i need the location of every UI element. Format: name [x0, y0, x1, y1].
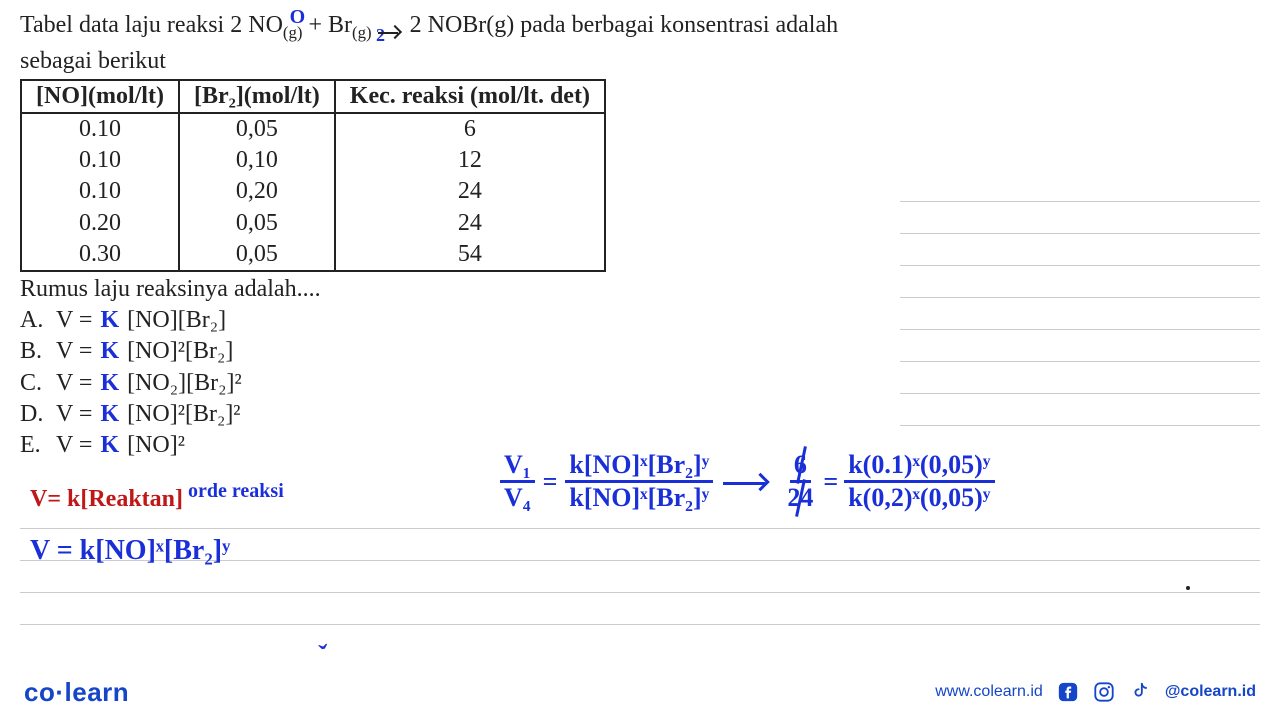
table-header-row: [NO](mol/lt) [Br₂](mol/lt) Kec. reaksi (… [21, 80, 605, 113]
handwrite-blue-formula: V = k[NO]ˣ[Br₂]ʸ [30, 535, 230, 567]
table-row: 0.100,2024 [21, 176, 605, 207]
fraction-right: k(0.1)ˣ(0,05)ʸ k(0,2)ˣ(0,05)ʸ [844, 450, 994, 513]
data-table: [NO](mol/lt) [Br₂](mol/lt) Kec. reaksi (… [20, 79, 606, 272]
footer-url[interactable]: www.colearn.id [935, 683, 1043, 701]
handwrite-sup: orde reaksi [183, 480, 284, 502]
fraction-six-over-24: 6 24 [783, 450, 817, 513]
table-row: 0.100,056 [21, 113, 605, 145]
fraction-mid: k[NO]ˣ[Br₂]ʸ k[NO]ˣ[Br₂]ʸ [565, 450, 713, 513]
col-header: [NO](mol/lt) [21, 80, 179, 113]
question-line-2: sebagai berikut [20, 46, 1260, 77]
struck-six: 6 [794, 450, 807, 480]
footer-right: www.colearn.id @colearn.id [935, 681, 1256, 703]
footer: co·learn www.colearn.id @colearn.id [0, 664, 1280, 720]
equals-sign: = [823, 467, 838, 497]
table-row: 0.200,0524 [21, 208, 605, 239]
q-text: Tabel data laju reaksi 2 N [20, 12, 266, 38]
instagram-icon[interactable] [1093, 681, 1115, 703]
annotation-o-mark: O [290, 4, 306, 30]
tiktok-icon[interactable] [1129, 681, 1151, 703]
annotation-no: OO [266, 10, 283, 41]
ruled-line [20, 624, 1260, 625]
q-text: 2 NOBr(g) pada berbagai konsentrasi adal… [410, 12, 839, 38]
handwrite-equation-center: V₁ V₄ = k[NO]ˣ[Br₂]ʸ k[NO]ˣ[Br₂]ʸ 6 24 =… [500, 450, 995, 513]
social-handle[interactable]: @colearn.id [1165, 683, 1256, 701]
annotation-br: (g)2 [352, 10, 372, 44]
col-header: Kec. reaksi (mol/lt. det) [335, 80, 605, 113]
ruled-line [20, 592, 1260, 593]
equals-sign: = [543, 467, 558, 497]
table-row: 0.300,0554 [21, 239, 605, 271]
brand-logo: co·learn [24, 677, 129, 708]
struck-24: 24 [787, 483, 813, 513]
col-header: [Br₂](mol/lt) [179, 80, 335, 113]
ruled-line [20, 528, 1260, 529]
handwrite-red-formula: V= k[Reaktan] orde reaksi [30, 480, 284, 513]
facebook-icon[interactable] [1057, 681, 1079, 703]
stray-dot-icon [1186, 586, 1190, 590]
fraction-left: V₁ V₄ [500, 450, 535, 513]
table-row: 0.100,1012 [21, 145, 605, 176]
ruled-lines-right [900, 170, 1260, 600]
question-line-1: Tabel data laju reaksi 2 NOO(g) + Br(g)2… [20, 10, 1260, 44]
annotation-2-mark: 2 [376, 24, 385, 47]
